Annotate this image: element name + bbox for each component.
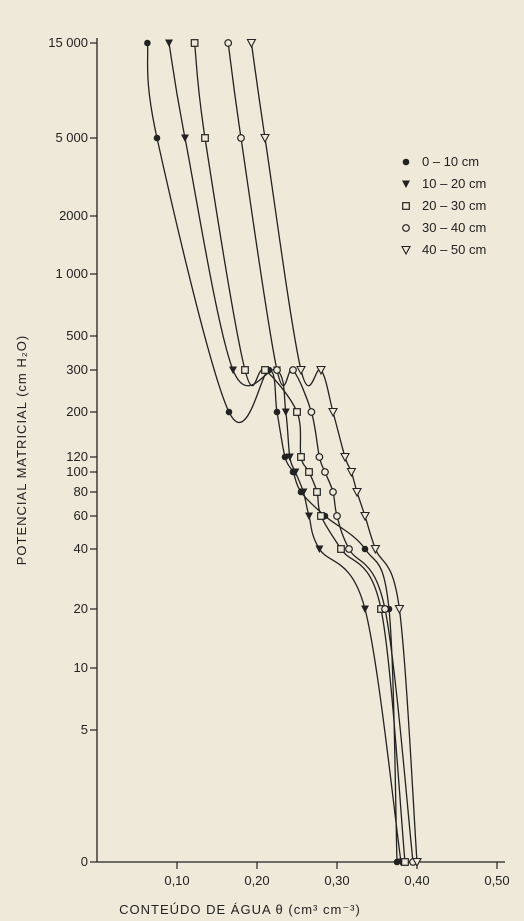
y-tick-label: 40 <box>74 541 88 556</box>
data-point-series-2 <box>229 366 237 374</box>
data-point-series-4 <box>345 545 353 553</box>
data-point-series-4 <box>273 366 281 374</box>
data-point-series-1 <box>273 408 281 416</box>
data-point-series-3 <box>261 366 269 374</box>
y-tick-label: 2000 <box>59 208 88 223</box>
data-point-series-2 <box>285 453 294 461</box>
data-point-series-3 <box>337 545 345 553</box>
series-line-3 <box>193 42 406 863</box>
y-tick-label: 5 000 <box>55 130 88 145</box>
y-tick-label: 80 <box>74 484 88 499</box>
data-point-series-5 <box>412 857 422 868</box>
data-point-series-4 <box>333 512 341 520</box>
data-point-series-3 <box>313 488 321 496</box>
data-point-series-2 <box>281 408 290 416</box>
data-point-series-5 <box>370 544 381 555</box>
y-tick-label: 0 <box>81 854 88 869</box>
legend-marker-4 <box>402 224 410 232</box>
data-point-series-4 <box>315 453 324 461</box>
y-tick-label: 10 <box>74 660 88 675</box>
legend-marker-2 <box>402 180 410 188</box>
legend-label-3: 20 – 30 cm <box>422 198 486 213</box>
data-point-series-4 <box>289 366 297 374</box>
data-point-series-2 <box>291 468 300 476</box>
data-point-series-1 <box>144 39 151 47</box>
data-point-series-1 <box>153 134 161 142</box>
legend-marker-3 <box>402 202 410 210</box>
y-tick-label: 120 <box>66 449 88 464</box>
legend-marker-5 <box>401 245 411 256</box>
y-tick-label: 500 <box>66 328 88 343</box>
legend-marker-1 <box>402 158 410 166</box>
data-point-series-3 <box>305 468 313 476</box>
y-tick-label: 200 <box>66 404 88 419</box>
y-tick-label: 1 000 <box>55 266 88 281</box>
x-axis-title: CONTEÚDO DE ÁGUA θ (cm³ cm⁻³) <box>119 902 361 917</box>
series-markers <box>144 38 422 868</box>
data-point-series-3 <box>241 366 249 374</box>
data-point-series-2 <box>305 512 313 520</box>
data-point-series-5 <box>346 467 357 478</box>
legend-label-1: 0 – 10 cm <box>422 154 479 169</box>
data-point-series-1 <box>281 453 289 461</box>
series-line-5 <box>250 42 418 863</box>
data-point-series-3 <box>201 134 209 142</box>
x-tick-label: 0,20 <box>244 873 269 888</box>
data-point-series-1 <box>225 408 233 416</box>
x-tick-label: 0,30 <box>324 873 349 888</box>
data-point-series-5 <box>394 604 405 615</box>
data-point-series-5 <box>296 365 306 376</box>
series-line-4 <box>227 42 414 863</box>
data-point-series-2 <box>361 605 369 613</box>
data-point-series-3 <box>293 408 301 416</box>
series-curves <box>146 42 418 863</box>
data-point-series-2 <box>165 39 173 47</box>
data-point-series-5 <box>328 407 338 418</box>
data-point-series-4 <box>381 605 389 613</box>
data-point-series-5 <box>316 365 326 376</box>
data-point-series-5 <box>340 452 350 463</box>
data-point-series-3 <box>401 858 409 866</box>
data-point-series-1 <box>361 545 369 553</box>
data-point-series-4 <box>224 39 233 47</box>
x-tick-label: 0,10 <box>164 873 189 888</box>
y-tick-label: 5 <box>81 722 88 737</box>
legend-label-5: 40 – 50 cm <box>422 242 486 257</box>
y-tick-label: 60 <box>74 508 88 523</box>
y-tick-label: 300 <box>66 362 88 377</box>
legend-label-2: 10 – 20 cm <box>422 176 486 191</box>
data-point-series-4 <box>329 488 337 496</box>
series-line-2 <box>168 42 402 863</box>
y-axis-title: POTENCIAL MATRICIAL (cm H₂O) <box>14 335 29 565</box>
x-tick-label: 0,40 <box>404 873 429 888</box>
data-point-series-3 <box>317 512 325 520</box>
data-point-series-5 <box>352 487 362 498</box>
data-point-series-3 <box>190 39 199 47</box>
x-tick-label: 0,50 <box>484 873 509 888</box>
series-line-1 <box>146 42 398 863</box>
y-tick-label: 20 <box>74 601 88 616</box>
y-tick-label: 15 000 <box>48 35 88 50</box>
data-point-series-4 <box>307 408 316 416</box>
y-tick-label: 100 <box>66 464 88 479</box>
data-point-series-5 <box>260 133 270 144</box>
data-point-series-4 <box>237 134 245 142</box>
legend-label-4: 30 – 40 cm <box>422 220 486 235</box>
data-point-series-2 <box>299 488 308 496</box>
data-point-series-4 <box>321 468 329 476</box>
data-point-series-2 <box>181 134 189 142</box>
data-point-series-3 <box>297 453 305 461</box>
data-point-series-5 <box>360 511 370 522</box>
data-point-series-5 <box>246 38 257 49</box>
legend: 0 – 10 cm 10 – 20 cm 20 – 30 cm 30 – 40 cm 4… <box>401 154 486 257</box>
data-point-series-2 <box>315 545 324 553</box>
